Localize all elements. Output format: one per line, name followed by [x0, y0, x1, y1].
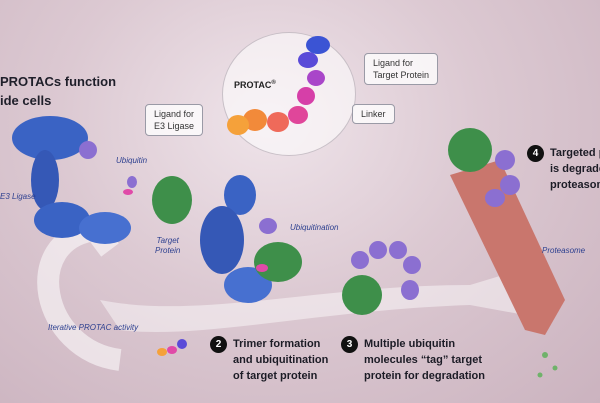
- label-proteasome: Proteasome: [542, 246, 586, 255]
- protac-zoom-circle: [222, 32, 356, 156]
- step-2-text: Trimer formation and ubiquitination of t…: [233, 338, 329, 382]
- callout-linker: Linker: [352, 104, 395, 124]
- step-3: 3 Multiple ubiquitin molecules “tag” tar…: [341, 336, 524, 384]
- label-e3-ligase: E3 Ligase: [0, 192, 36, 201]
- step-3-text: Multiple ubiquitin molecules “tag” targe…: [364, 338, 485, 382]
- step-4: 4 Targeted p is degrade proteasom: [527, 145, 600, 193]
- intro-title: PROTACs function ide cells: [0, 74, 117, 108]
- callout-ligand-e3: Ligand for E3 Ligase: [145, 104, 204, 136]
- step-3-number: 3: [341, 336, 358, 353]
- protac-label: PROTAC®: [234, 80, 276, 90]
- step-4-number: 4: [527, 145, 544, 162]
- label-target-protein: Target Protein: [155, 236, 181, 255]
- step-2: 2 Trimer formation and ubiquitination of…: [210, 336, 393, 384]
- step-2-number: 2: [210, 336, 227, 353]
- label-ubiquitination: Ubiquitination: [290, 223, 339, 232]
- label-iterative: Iterative PROTAC activity: [48, 323, 139, 332]
- label-ubiquitin: Ubiquitin: [116, 156, 148, 165]
- callout-ligand-target: Ligand for Target Protein: [364, 53, 439, 85]
- step-4-text: Targeted p is degrade proteasom: [550, 147, 600, 191]
